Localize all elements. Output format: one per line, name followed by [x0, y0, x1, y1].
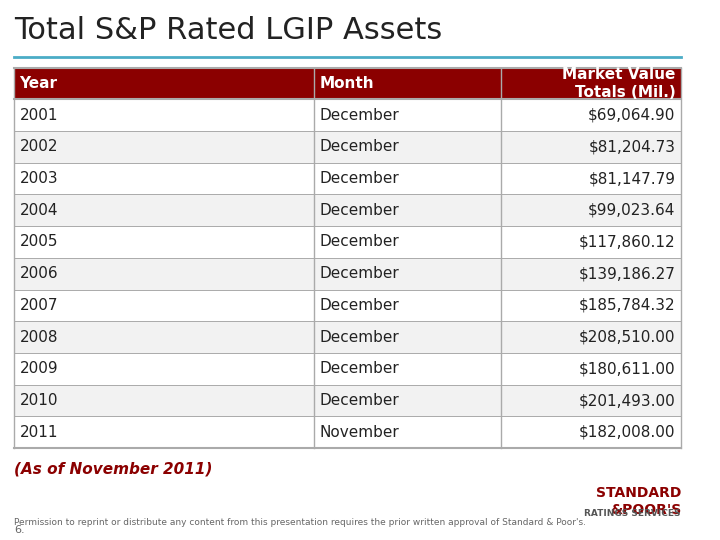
- Text: 2003: 2003: [19, 171, 58, 186]
- Text: December: December: [320, 393, 400, 408]
- Bar: [14, 353, 681, 384]
- Bar: [14, 194, 681, 226]
- Text: 6.: 6.: [14, 524, 24, 535]
- Text: 2007: 2007: [19, 298, 58, 313]
- Text: 2004: 2004: [19, 202, 58, 218]
- Text: $117,860.12: $117,860.12: [579, 234, 675, 249]
- Text: December: December: [320, 329, 400, 345]
- Text: 2009: 2009: [19, 361, 58, 376]
- Text: December: December: [320, 107, 400, 123]
- Text: Total S&P Rated LGIP Assets: Total S&P Rated LGIP Assets: [14, 16, 442, 45]
- Text: $208,510.00: $208,510.00: [579, 329, 675, 345]
- Text: December: December: [320, 171, 400, 186]
- Text: December: December: [320, 139, 400, 154]
- Bar: [14, 321, 681, 353]
- Text: STANDARD
&POOR'S: STANDARD &POOR'S: [595, 486, 681, 517]
- Text: $180,611.00: $180,611.00: [579, 361, 675, 376]
- Text: 2010: 2010: [19, 393, 58, 408]
- Text: December: December: [320, 361, 400, 376]
- Text: (As of November 2011): (As of November 2011): [14, 462, 212, 477]
- Bar: [14, 226, 681, 258]
- Text: December: December: [320, 202, 400, 218]
- Text: $69,064.90: $69,064.90: [588, 107, 675, 123]
- Text: 2002: 2002: [19, 139, 58, 154]
- Bar: [14, 163, 681, 194]
- Text: 2005: 2005: [19, 234, 58, 249]
- Text: 2008: 2008: [19, 329, 58, 345]
- Text: 2001: 2001: [19, 107, 58, 123]
- Bar: [14, 68, 681, 99]
- Text: $81,204.73: $81,204.73: [588, 139, 675, 154]
- Text: $139,186.27: $139,186.27: [578, 266, 675, 281]
- Text: December: December: [320, 298, 400, 313]
- Text: $185,784.32: $185,784.32: [579, 298, 675, 313]
- Text: December: December: [320, 234, 400, 249]
- Text: November: November: [320, 425, 400, 440]
- Text: $99,023.64: $99,023.64: [588, 202, 675, 218]
- Bar: [14, 416, 681, 448]
- Text: Year: Year: [19, 76, 58, 91]
- Text: Month: Month: [320, 76, 374, 91]
- Text: Market Value
Totals (Mil.): Market Value Totals (Mil.): [562, 67, 675, 99]
- Bar: [14, 289, 681, 321]
- Text: 2011: 2011: [19, 425, 58, 440]
- Text: December: December: [320, 266, 400, 281]
- Bar: [14, 131, 681, 163]
- Bar: [14, 99, 681, 131]
- Text: RATINGS SERVICES: RATINGS SERVICES: [585, 509, 681, 518]
- Bar: [14, 258, 681, 289]
- Bar: [14, 384, 681, 416]
- Text: $81,147.79: $81,147.79: [588, 171, 675, 186]
- Text: $182,008.00: $182,008.00: [579, 425, 675, 440]
- Text: 2006: 2006: [19, 266, 58, 281]
- Text: Permission to reprint or distribute any content from this presentation requires : Permission to reprint or distribute any …: [14, 518, 586, 528]
- Text: $201,493.00: $201,493.00: [579, 393, 675, 408]
